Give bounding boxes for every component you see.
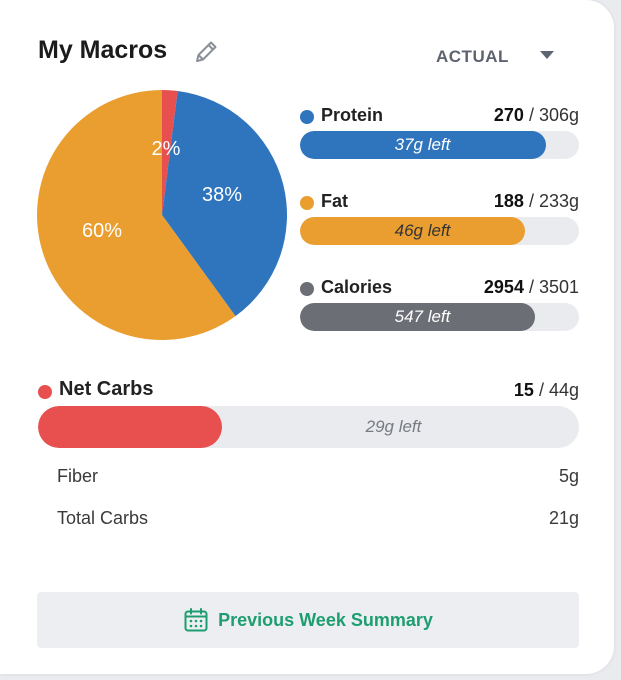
mode-selector[interactable]: ACTUAL — [436, 47, 509, 66]
calories-progress-fill — [300, 303, 536, 331]
macro-name: Fat — [321, 191, 348, 211]
protein-progress-fill — [300, 131, 547, 159]
caret-down-icon[interactable] — [539, 50, 555, 60]
protein-left-text: 37g left — [394, 135, 451, 154]
page-title: My Macros — [38, 36, 168, 64]
macro-fat: Fat 188 / 233g 46g left — [300, 189, 579, 245]
macro-values: 188 / 233g — [493, 191, 579, 211]
button-label: Previous Week Summary — [218, 609, 433, 630]
macro-calories: Calories 2954 / 3501 547 left — [300, 275, 579, 331]
detail-value: 21g — [548, 508, 579, 528]
calories-progress-bar: 547 left — [300, 303, 579, 331]
net-carbs-values: 15 / 44g — [513, 380, 579, 400]
net-carbs-dot — [38, 385, 52, 399]
macros-pie-chart: 2% 38% 60% — [37, 90, 288, 340]
pie-label-fat: 60% — [82, 220, 122, 242]
macro-values: 2954 / 3501 — [483, 277, 579, 297]
fat-progress-fill — [300, 217, 526, 245]
pie-label-net-carbs: 2% — [152, 138, 181, 160]
macro-protein: Protein 270 / 306g 37g left — [300, 103, 579, 159]
pie-slice-fat — [37, 90, 236, 340]
pencil-icon[interactable] — [192, 38, 220, 66]
calendar-icon — [184, 608, 208, 632]
fat-progress-bar: 46g left — [300, 217, 579, 245]
pie-slice-net-carbs — [162, 90, 178, 215]
detail-label: Fiber — [57, 466, 99, 486]
detail-value: 5g — [558, 466, 579, 486]
net-carbs-name: Net Carbs — [59, 378, 154, 400]
net-carbs-progress-bar: 29g left — [38, 406, 579, 448]
macro-values: 270 / 306g — [493, 105, 579, 125]
macro-name: Protein — [321, 105, 384, 125]
calories-dot — [300, 282, 314, 296]
fat-dot — [300, 196, 314, 210]
macro-name: Calories — [321, 277, 393, 297]
protein-dot — [300, 110, 314, 124]
calories-left-text: 547 left — [394, 307, 451, 326]
net-carbs-left-text: 29g left — [365, 417, 422, 436]
total-carbs-row: Total Carbs 21g — [57, 508, 579, 529]
fiber-row: Fiber 5g — [57, 466, 579, 487]
pie-label-protein: 38% — [202, 184, 242, 206]
net-carbs-progress-fill — [38, 406, 223, 448]
previous-week-summary-button[interactable]: Previous Week Summary — [37, 592, 579, 648]
fat-left-text: 46g left — [394, 221, 451, 240]
net-carbs-section: Net Carbs 15 / 44g 29g left — [38, 378, 579, 448]
protein-progress-bar: 37g left — [300, 131, 579, 159]
detail-label: Total Carbs — [57, 508, 149, 528]
pie-slice-protein — [162, 90, 288, 317]
